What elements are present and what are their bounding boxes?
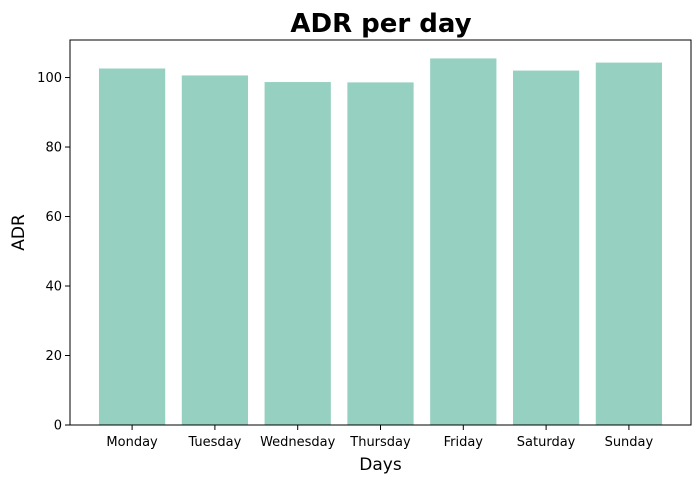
y-tick-label: 80: [45, 141, 62, 156]
y-tick-label: 100: [37, 71, 62, 86]
bar-friday: [430, 58, 497, 425]
bar-monday: [98, 68, 166, 425]
bar-thursday: [347, 82, 414, 425]
x-tick-label: Saturday: [517, 435, 576, 450]
y-tick-label: 60: [45, 210, 62, 225]
y-tick-label: 20: [45, 349, 62, 364]
plot-frame: [69, 39, 692, 426]
y-tick-label: 0: [54, 419, 62, 434]
bar-tuesday: [181, 75, 249, 426]
bar-sunday: [595, 62, 663, 425]
x-tick-label: Monday: [106, 435, 158, 450]
y-tick-label: 40: [45, 280, 62, 295]
x-axis-label: Days: [359, 455, 402, 475]
bars-group: [98, 58, 663, 426]
y-axis-ticks: 0 20 40 60 80 100: [37, 71, 70, 434]
x-tick-label: Wednesday: [260, 435, 336, 450]
y-axis-label: ADR: [9, 214, 29, 251]
x-tick-label: Tuesday: [187, 435, 241, 450]
chart-title: ADR per day: [290, 9, 471, 39]
x-axis-ticks: Monday Tuesday Wednesday Thursday Friday Satu…: [106, 425, 654, 450]
x-tick-label: Sunday: [605, 435, 654, 450]
x-tick-label: Friday: [444, 435, 484, 450]
bar-wednesday: [264, 82, 331, 426]
x-tick-label: Thursday: [349, 435, 411, 450]
bar-saturday: [512, 70, 580, 426]
